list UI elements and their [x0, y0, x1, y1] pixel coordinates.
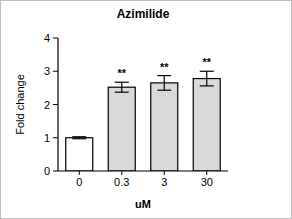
x-tick-label: 30 — [201, 176, 213, 188]
y-tick — [53, 38, 58, 39]
error-bar — [157, 76, 171, 91]
y-tick-label: 2 — [44, 99, 50, 111]
y-tick — [53, 137, 58, 138]
bar — [66, 138, 93, 171]
y-tick-label: 4 — [44, 32, 50, 44]
y-tick-label: 0 — [44, 165, 50, 177]
x-tick-label: 3 — [161, 176, 167, 188]
error-bar — [72, 137, 86, 139]
y-tick-label: 3 — [44, 65, 50, 77]
y-tick-label: 1 — [44, 132, 50, 144]
bar — [108, 87, 135, 171]
x-tick — [206, 171, 207, 175]
x-tick — [121, 171, 122, 175]
x-tick — [79, 171, 80, 175]
y-tick — [53, 71, 58, 72]
x-axis-label: uM — [135, 198, 151, 210]
y-tick — [53, 104, 58, 105]
error-bar — [200, 71, 214, 86]
y-axis-label: Fold change — [14, 74, 26, 135]
significance-label: ** — [160, 61, 169, 73]
x-axis — [58, 170, 228, 171]
frame — [1, 1, 292, 219]
error-bar — [115, 82, 129, 92]
chart: Azimilide Fold change uM 0 1 2 3 4 ** ** ** 0 0.3 3 30 — [0, 0, 292, 219]
title: Azimilide — [117, 7, 170, 21]
significance-label: ** — [117, 67, 126, 79]
x-tick-label: 0.3 — [114, 176, 129, 188]
bar — [151, 83, 178, 171]
bars — [66, 71, 221, 171]
significance-label: ** — [202, 56, 211, 68]
bar — [193, 79, 220, 171]
y-axis — [57, 38, 58, 171]
x-tick — [164, 171, 165, 175]
x-tick-label: 0 — [76, 176, 82, 188]
y-tick — [53, 171, 58, 172]
